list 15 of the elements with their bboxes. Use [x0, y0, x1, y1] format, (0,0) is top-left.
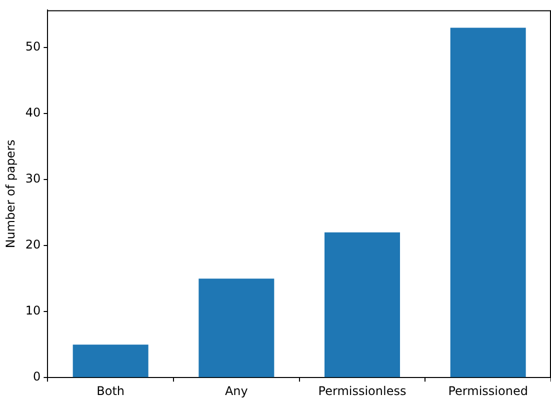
bar	[324, 232, 400, 378]
y-axis-title: Number of papers	[3, 140, 18, 248]
y-tick-label: 0	[33, 370, 41, 384]
y-tick-label: 40	[25, 106, 41, 120]
x-tick-label: Permissioned	[448, 384, 528, 398]
bar	[198, 278, 274, 378]
x-tick-label: Both	[96, 384, 125, 398]
bar	[450, 28, 526, 378]
x-tick-label: Any	[224, 384, 248, 398]
y-tick-label: 20	[25, 238, 41, 252]
x-tick-label: Permissionless	[318, 384, 406, 398]
y-tick-label: 10	[25, 304, 41, 318]
y-tick-label: 30	[25, 172, 41, 186]
y-tick-label: 50	[25, 40, 41, 54]
bar	[72, 344, 148, 378]
